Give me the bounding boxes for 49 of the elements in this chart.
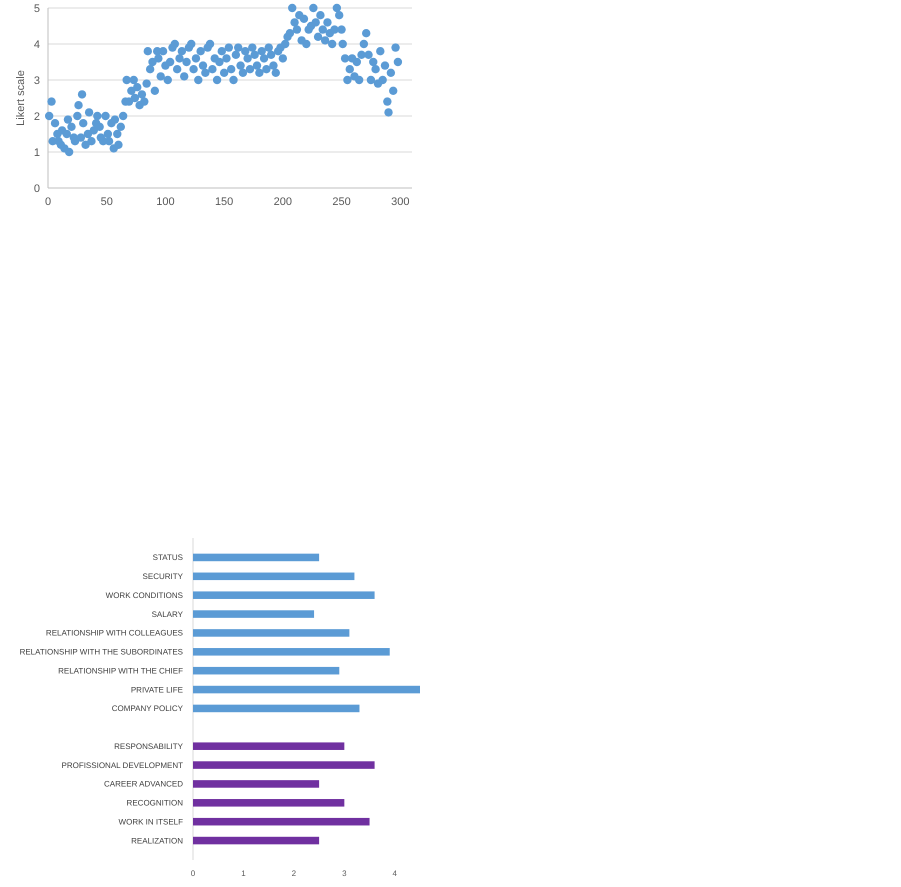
bar: [193, 742, 344, 750]
y-tick-label: RELATIONSHIP WITH THE SUBORDINATES: [20, 648, 183, 657]
x-tick-label: 200: [274, 196, 292, 208]
x-tick-label: 250: [332, 196, 351, 208]
y-tick-label: RELATIONSHIP WITH THE CHIEF: [58, 666, 184, 676]
y-tick-label: CAREER ADVANCED: [104, 780, 184, 789]
x-tick-label: 100: [156, 196, 175, 208]
x-tick-label: 0: [190, 869, 196, 878]
y-tick-label: SECURITY: [142, 572, 184, 582]
y-tick-label: STATUS: [152, 553, 183, 562]
y-tick-label: 5: [34, 2, 40, 15]
y-tick-label: PROFISSIONAL DEVELOPMENT: [61, 760, 184, 770]
y-tick-label: WORK IN ITSELF: [118, 817, 184, 826]
bar: [193, 818, 370, 826]
bar: [193, 704, 360, 712]
bar: [193, 610, 314, 618]
y-tick-label: 4: [34, 38, 40, 51]
y-tick-label: WORK CONDITIONS: [106, 590, 183, 600]
bar: [193, 629, 350, 637]
x-tick-label: 3: [342, 869, 348, 878]
bar: [193, 761, 375, 769]
x-tick-label: 300: [391, 196, 410, 208]
y-tick-label: RELATIONSHIP WITH COLLEAGUES: [46, 628, 183, 638]
y-tick-label: 0: [34, 182, 40, 195]
x-tick-label: 0: [44, 196, 52, 208]
y-tick-label: RECOGNITION: [126, 798, 184, 808]
bar: [193, 686, 420, 694]
y-tick-label: SALARY: [152, 610, 184, 619]
bar: [193, 836, 320, 844]
bar: [193, 799, 344, 807]
y-tick-label: REALIZATION: [131, 836, 184, 846]
y-tick-label: PRIVATE LIFE: [130, 685, 183, 694]
bar: [193, 572, 354, 580]
y-axis-title: Likert scale: [15, 70, 27, 126]
bar: [193, 591, 375, 599]
bar: [193, 648, 390, 656]
x-tick-label: 150: [214, 196, 234, 208]
y-tick-label: 2: [34, 110, 40, 123]
x-tick-label: 50: [100, 196, 113, 208]
x-tick-label: 4: [392, 869, 398, 878]
y-tick-label: RESPONSABILITY: [114, 742, 184, 751]
y-tick-label: COMPANY POLICY: [112, 704, 184, 714]
x-tick-label: 1: [241, 869, 246, 878]
y-tick-label: 3: [34, 74, 40, 87]
bar: [193, 554, 320, 562]
x-tick-label: 2: [292, 869, 297, 878]
bar: [193, 666, 340, 674]
bar: [193, 780, 320, 788]
y-tick-label: 1: [34, 146, 40, 159]
